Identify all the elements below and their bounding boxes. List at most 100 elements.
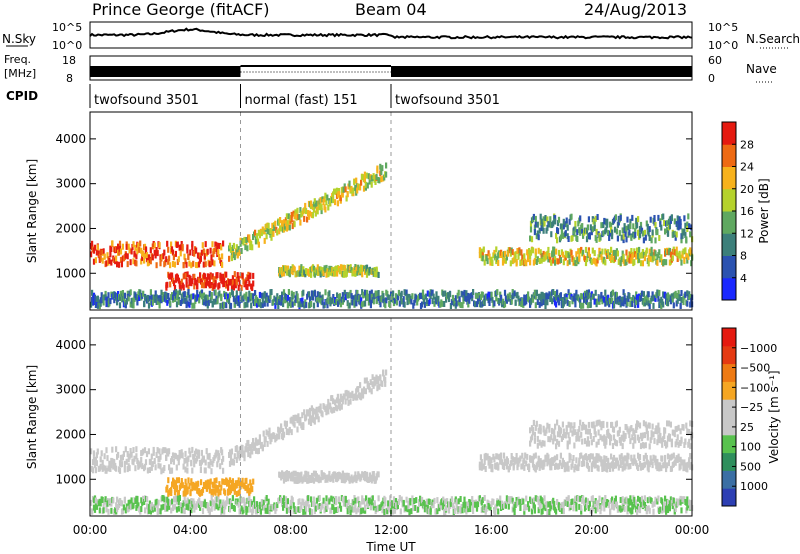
heatmap-cell bbox=[435, 291, 438, 298]
heatmap-cell bbox=[298, 498, 301, 505]
heatmap-cell bbox=[577, 248, 580, 255]
heatmap-cell bbox=[689, 231, 692, 238]
heatmap-cell bbox=[118, 240, 122, 247]
heatmap-cell bbox=[351, 299, 354, 306]
heatmap-cell bbox=[200, 293, 204, 300]
heatmap-cell bbox=[233, 301, 236, 308]
heatmap-cell bbox=[185, 261, 188, 268]
heatmap-cell bbox=[341, 496, 344, 503]
heatmap-cell bbox=[364, 300, 367, 307]
heatmap-cell bbox=[105, 447, 108, 454]
heatmap-cell bbox=[650, 430, 653, 437]
heatmap-cell bbox=[325, 264, 328, 271]
heatmap-cell bbox=[651, 423, 654, 430]
heatmap-cell bbox=[232, 284, 235, 291]
heatmap-cell bbox=[569, 454, 572, 461]
heatmap-cell bbox=[313, 418, 316, 425]
heatmap-cell bbox=[525, 298, 528, 305]
heatmap-cell bbox=[623, 505, 626, 512]
heatmap-cell bbox=[300, 502, 303, 509]
heatmap-cell bbox=[264, 296, 267, 303]
heatmap-cell bbox=[598, 298, 601, 305]
heatmap-cell bbox=[189, 249, 192, 256]
heatmap-cell bbox=[286, 224, 289, 231]
heatmap-cell bbox=[179, 250, 182, 257]
heatmap-cell bbox=[414, 505, 417, 511]
heatmap-cell bbox=[687, 253, 690, 260]
heatmap-cell bbox=[559, 427, 562, 434]
velocity-ylabel: Slant Range [km] bbox=[25, 365, 39, 469]
heatmap-cell bbox=[645, 424, 648, 431]
heatmap-cell bbox=[340, 264, 343, 271]
heatmap-cell bbox=[574, 221, 577, 227]
heatmap-cell bbox=[493, 249, 496, 256]
heatmap-cell bbox=[329, 402, 332, 409]
heatmap-cell bbox=[437, 295, 440, 302]
heatmap-cell bbox=[614, 462, 617, 469]
heatmap-cell bbox=[667, 460, 671, 467]
heatmap-cell bbox=[587, 289, 590, 296]
heatmap-cell bbox=[583, 438, 587, 445]
heatmap-cell bbox=[344, 398, 347, 405]
heatmap-cell bbox=[545, 294, 548, 301]
heatmap-cell bbox=[135, 446, 138, 453]
heatmap-cell bbox=[115, 255, 118, 262]
heatmap-cell bbox=[263, 237, 266, 244]
heatmap-cell bbox=[630, 234, 633, 241]
heatmap-cell bbox=[533, 229, 536, 236]
heatmap-cell bbox=[184, 478, 187, 485]
heatmap-cell bbox=[618, 230, 621, 237]
heatmap-cell bbox=[168, 255, 171, 262]
heatmap-cell bbox=[611, 496, 614, 503]
heatmap-cell bbox=[503, 250, 507, 257]
heatmap-cell bbox=[660, 437, 663, 444]
heatmap-cell bbox=[496, 500, 499, 507]
heatmap-cell bbox=[286, 294, 289, 301]
heatmap-cell bbox=[630, 425, 633, 431]
heatmap-cell bbox=[247, 296, 250, 303]
heatmap-cell bbox=[580, 452, 583, 459]
heatmap-cell bbox=[145, 256, 149, 263]
heatmap-cell bbox=[578, 503, 581, 510]
heatmap-cell bbox=[567, 495, 570, 502]
heatmap-cell bbox=[680, 237, 683, 244]
heatmap-cell bbox=[265, 495, 268, 501]
heatmap-cell bbox=[166, 505, 169, 512]
heatmap-cell bbox=[571, 461, 574, 468]
heatmap-cell bbox=[591, 505, 594, 512]
heatmap-cell bbox=[533, 504, 536, 511]
heatmap-cell bbox=[135, 453, 138, 460]
heatmap-cell bbox=[383, 174, 386, 181]
heatmap-cell bbox=[165, 256, 168, 263]
heatmap-cell bbox=[478, 247, 481, 254]
heatmap-cell bbox=[140, 258, 143, 265]
heatmap-cell bbox=[237, 275, 240, 282]
heatmap-cell bbox=[96, 448, 99, 455]
heatmap-cell bbox=[137, 502, 140, 509]
heatmap-cell bbox=[269, 293, 272, 300]
heatmap-cell bbox=[504, 459, 507, 466]
heatmap-cell bbox=[189, 275, 192, 282]
heatmap-cell bbox=[604, 300, 607, 307]
heatmap-cell bbox=[228, 298, 231, 305]
heatmap-cell bbox=[146, 467, 149, 474]
heatmap-cell bbox=[117, 243, 120, 250]
heatmap-cell bbox=[185, 281, 188, 288]
heatmap-cell bbox=[629, 463, 632, 469]
heatmap-cell bbox=[393, 507, 397, 514]
ytick-label-0: 1000 bbox=[55, 472, 86, 486]
heatmap-cell bbox=[617, 430, 620, 437]
heatmap-cell bbox=[637, 301, 640, 308]
heatmap-cell bbox=[282, 289, 286, 296]
xtick-label-1: 04:00 bbox=[173, 523, 208, 537]
heatmap-cell bbox=[276, 293, 279, 300]
heatmap-cell bbox=[651, 291, 654, 298]
nsky-trace bbox=[89, 27, 693, 40]
heatmap-cell bbox=[168, 464, 171, 471]
heatmap-cell bbox=[165, 292, 168, 299]
heatmap-cell bbox=[328, 265, 331, 272]
heatmap-cell bbox=[625, 236, 628, 243]
heatmap-cell bbox=[444, 498, 447, 505]
heatmap-cell bbox=[622, 430, 625, 437]
cpid-segment-label-1: normal (fast) 151 bbox=[245, 93, 358, 108]
